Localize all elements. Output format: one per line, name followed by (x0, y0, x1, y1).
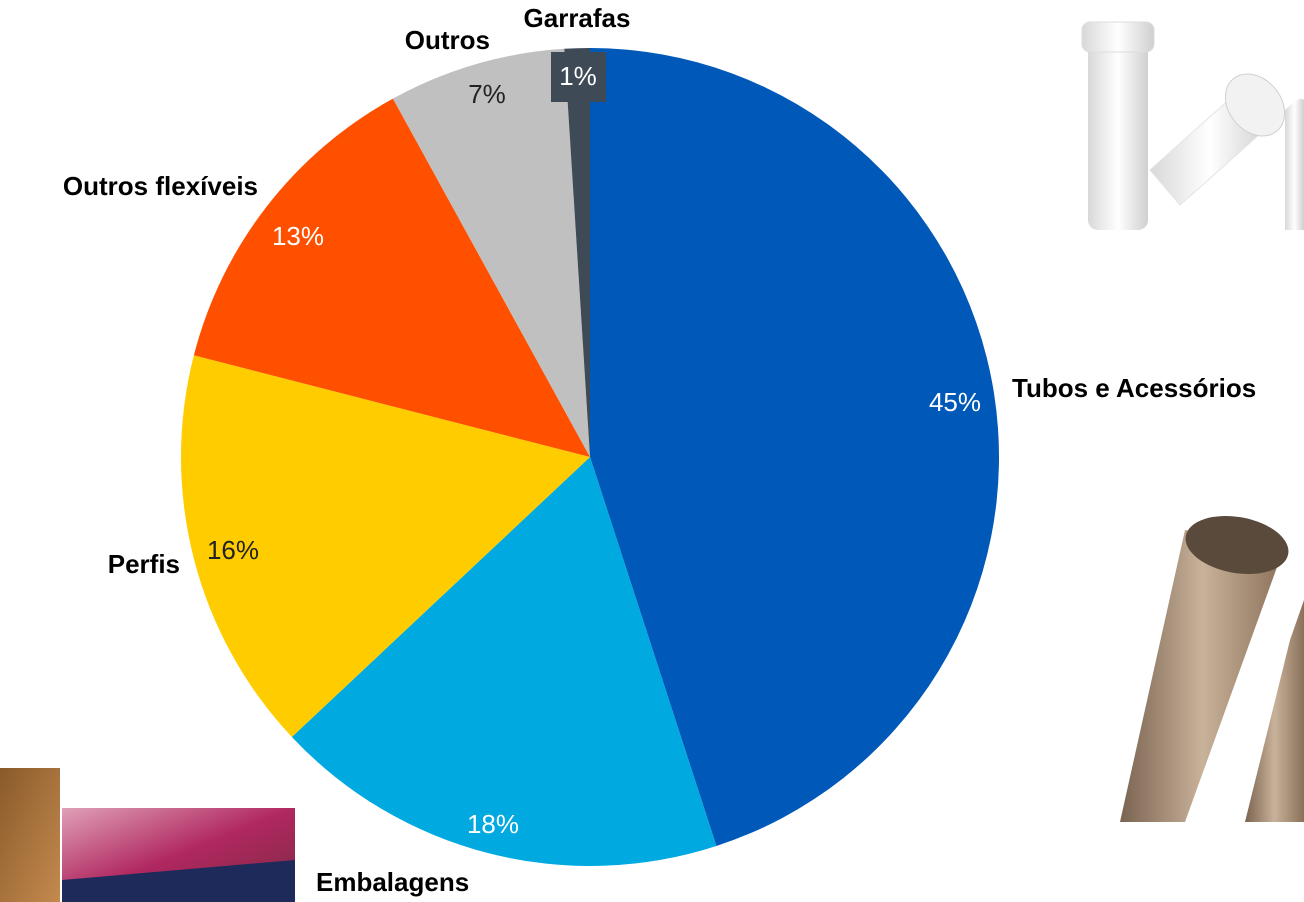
category-label: Outros flexíveis (63, 171, 258, 201)
value-label: 7% (468, 79, 506, 109)
decor-materials (0, 768, 295, 902)
value-label: 13% (272, 221, 324, 251)
decor-fittings (1082, 22, 1304, 230)
value-label: 45% (929, 387, 981, 417)
value-label: 18% (467, 809, 519, 839)
pie (181, 48, 999, 866)
category-label: Garrafas (524, 3, 631, 33)
value-label: 16% (207, 535, 259, 565)
decor-pipes (1120, 508, 1304, 822)
value-label: 1% (559, 61, 597, 91)
category-label: Perfis (108, 549, 180, 579)
category-label: Embalagens (316, 867, 469, 897)
category-label: Outros (405, 25, 490, 55)
chart: Tubos e Acessórios 45% Embalagens 18% Perfis… (0, 0, 1304, 902)
category-label: Tubos e Acessórios (1012, 373, 1256, 403)
